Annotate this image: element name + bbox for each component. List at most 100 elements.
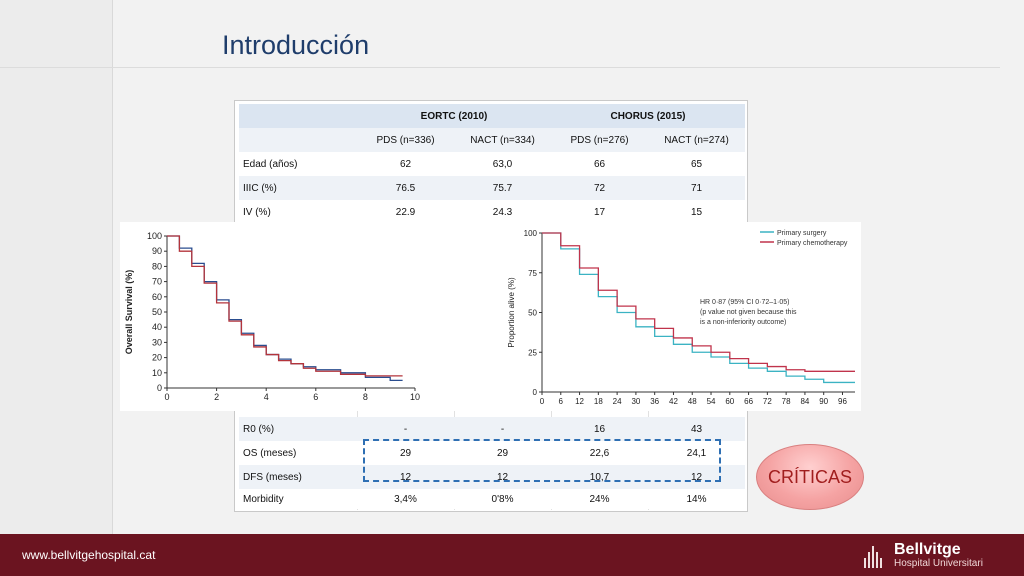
- table-row: DFS (meses) 12 12 10,7 12: [239, 465, 745, 489]
- table-subheader-row: PDS (n=336) NACT (n=334) PDS (n=276) NAC…: [239, 128, 745, 152]
- footer-bar: www.bellvitgehospital.cat: [0, 534, 1024, 576]
- subheader-cell: PDS (n=276): [570, 134, 629, 146]
- table-cell: 63,0: [492, 158, 513, 170]
- row-label: OS (meses): [243, 447, 297, 459]
- logo-name: Bellvitge: [894, 541, 961, 558]
- x-tick-label: 84: [800, 397, 809, 406]
- table-row: Morbidity 3,4% 0'8% 24% 14%: [239, 489, 745, 509]
- row-label: DFS (meses): [243, 471, 302, 483]
- table-cell: 62: [399, 158, 412, 170]
- y-tick-label: 100: [524, 229, 538, 238]
- table-cell: 29: [399, 447, 412, 459]
- left-side-panel: [0, 0, 113, 534]
- table-row: R0 (%) - - 16 43: [239, 417, 745, 441]
- x-tick-label: 90: [819, 397, 828, 406]
- x-tick-label: 6: [559, 397, 564, 406]
- table-cell: 12: [690, 471, 703, 483]
- x-tick-label: 0: [540, 397, 545, 406]
- y-tick-label: 25: [528, 348, 537, 357]
- y-tick-label: 50: [152, 307, 162, 317]
- x-tick-label: 18: [594, 397, 603, 406]
- legend-label: Primary chemotherapy: [777, 240, 848, 247]
- y-tick-label: 100: [147, 231, 162, 241]
- criticas-callout: CRÍTICAS: [756, 444, 864, 510]
- survival-curve: [167, 235, 403, 377]
- x-tick-label: 24: [613, 397, 622, 406]
- row-label: IIIC (%): [243, 182, 277, 194]
- footer-link[interactable]: www.bellvitgehospital.cat: [22, 548, 156, 562]
- hazard-ratio-annotation: (p value not given because this: [700, 309, 797, 316]
- y-tick-label: 70: [152, 277, 162, 287]
- x-tick-label: 72: [763, 397, 772, 406]
- table-cell: 16: [593, 423, 606, 435]
- table-cell: 75.7: [492, 182, 513, 194]
- table-cell: 22.9: [395, 206, 416, 218]
- table-row: IIIC (%) 76.5 75.7 72 71: [239, 176, 745, 200]
- x-tick-label: 42: [669, 397, 678, 406]
- group-header-eortc: EORTC (2010): [420, 110, 488, 122]
- table-cell: -: [500, 423, 505, 435]
- table-cell: 24.3: [492, 206, 513, 218]
- table-cell: 43: [690, 423, 703, 435]
- subheader-cell: NACT (n=274): [664, 134, 729, 146]
- legend-label: Primary surgery: [777, 230, 827, 237]
- survival-plots-overlay: 0 2 4 6 8 10 0 10 20 30 40 50 60 70 80 90 100 Overall Sur…: [120, 222, 861, 411]
- table-cell: 71: [690, 182, 703, 194]
- logo-bars-icon: [864, 544, 886, 568]
- table-cell: 0'8%: [491, 493, 514, 505]
- table-group-header-row: EORTC (2010) CHORUS (2015): [239, 104, 745, 128]
- table-cell: 29: [496, 447, 509, 459]
- table-cell: -: [403, 423, 408, 435]
- survival-curve: [542, 232, 855, 372]
- x-tick-label: 30: [631, 397, 640, 406]
- subheader-cell: PDS (n=336): [376, 134, 435, 146]
- table-cell: 76.5: [395, 182, 416, 194]
- title-divider: [0, 67, 1000, 68]
- slide-title: Introducción: [222, 30, 370, 60]
- hazard-ratio-annotation: HR 0·87 (95% CI 0·72–1·05): [700, 299, 790, 306]
- table-cell: 66: [593, 158, 606, 170]
- y-tick-label: 10: [152, 368, 162, 378]
- x-tick-label: 48: [688, 397, 697, 406]
- y-axis-label: Overall Survival (%): [124, 270, 134, 355]
- table-cell: 72: [593, 182, 606, 194]
- x-tick-label: 36: [650, 397, 659, 406]
- logo-subtitle: Hospital Universitari: [894, 558, 983, 569]
- y-tick-label: 30: [152, 337, 162, 347]
- x-tick-label: 6: [313, 392, 318, 402]
- x-tick-label: 96: [838, 397, 847, 406]
- callout-label: CRÍTICAS: [767, 466, 852, 487]
- y-tick-label: 20: [152, 353, 162, 363]
- y-tick-label: 50: [528, 309, 537, 318]
- y-tick-label: 0: [157, 383, 162, 393]
- table-row: Edad (años) 62 63,0 66 65: [239, 152, 745, 176]
- highlight-dashed-box: [363, 439, 721, 482]
- y-tick-label: 80: [152, 261, 162, 271]
- x-tick-label: 10: [410, 392, 420, 402]
- table-row: IV (%) 22.9 24.3 17 15: [239, 200, 745, 224]
- survival-curve: [542, 232, 855, 384]
- table-cell: 65: [690, 158, 703, 170]
- x-tick-label: 2: [214, 392, 219, 402]
- x-tick-label: 66: [744, 397, 753, 406]
- table-cell: 17: [593, 206, 606, 218]
- row-label: Edad (años): [243, 158, 298, 170]
- x-tick-label: 12: [575, 397, 584, 406]
- y-tick-label: 40: [152, 322, 162, 332]
- y-tick-label: 0: [533, 388, 538, 397]
- x-tick-label: 4: [264, 392, 269, 402]
- y-tick-label: 60: [152, 292, 162, 302]
- table-cell: 12: [496, 471, 509, 483]
- x-tick-label: 0: [164, 392, 169, 402]
- table-cell: 15: [690, 206, 703, 218]
- row-label: Morbidity: [243, 493, 284, 505]
- x-tick-label: 54: [707, 397, 716, 406]
- subheader-cell: NACT (n=334): [470, 134, 535, 146]
- group-header-chorus: CHORUS (2015): [610, 110, 686, 122]
- table-cell: 24,1: [686, 447, 707, 459]
- table-cell: 10,7: [589, 471, 610, 483]
- table-cell: 14%: [686, 493, 707, 505]
- table-cell: 22,6: [589, 447, 610, 459]
- x-tick-label: 8: [363, 392, 368, 402]
